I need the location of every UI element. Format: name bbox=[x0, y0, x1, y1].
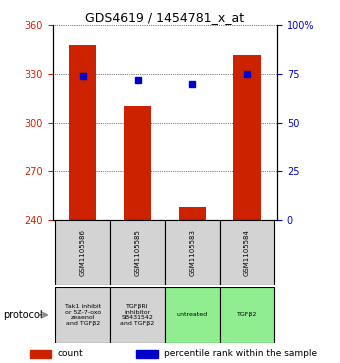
Text: GSM1105585: GSM1105585 bbox=[135, 229, 140, 276]
Bar bbox=[220, 220, 274, 285]
Text: GSM1105584: GSM1105584 bbox=[244, 229, 250, 276]
Text: percentile rank within the sample: percentile rank within the sample bbox=[164, 349, 317, 358]
Bar bbox=[233, 54, 261, 220]
Bar bbox=[30, 351, 51, 358]
Bar bbox=[69, 45, 97, 220]
Bar bbox=[165, 220, 220, 285]
Title: GDS4619 / 1454781_x_at: GDS4619 / 1454781_x_at bbox=[85, 11, 244, 24]
Bar bbox=[55, 220, 110, 285]
Text: count: count bbox=[58, 349, 83, 358]
Bar bbox=[55, 287, 110, 343]
Bar bbox=[110, 220, 165, 285]
Bar bbox=[110, 287, 165, 343]
Text: protocol: protocol bbox=[3, 310, 43, 320]
Text: GSM1105586: GSM1105586 bbox=[80, 229, 86, 276]
Bar bbox=[165, 287, 220, 343]
Text: TGFβ2: TGFβ2 bbox=[237, 313, 257, 317]
Text: GSM1105583: GSM1105583 bbox=[189, 229, 195, 276]
Bar bbox=[178, 207, 206, 220]
Text: Tak1 inhibit
or 5Z-7-oxo
zeaenol
and TGFβ2: Tak1 inhibit or 5Z-7-oxo zeaenol and TGF… bbox=[65, 304, 101, 326]
Bar bbox=[220, 287, 274, 343]
Text: TGFβRI
inhibitor
SB431542
and TGFβ2: TGFβRI inhibitor SB431542 and TGFβ2 bbox=[120, 304, 155, 326]
Bar bbox=[124, 106, 151, 220]
Bar bbox=[136, 351, 158, 358]
Text: untreated: untreated bbox=[177, 313, 208, 317]
